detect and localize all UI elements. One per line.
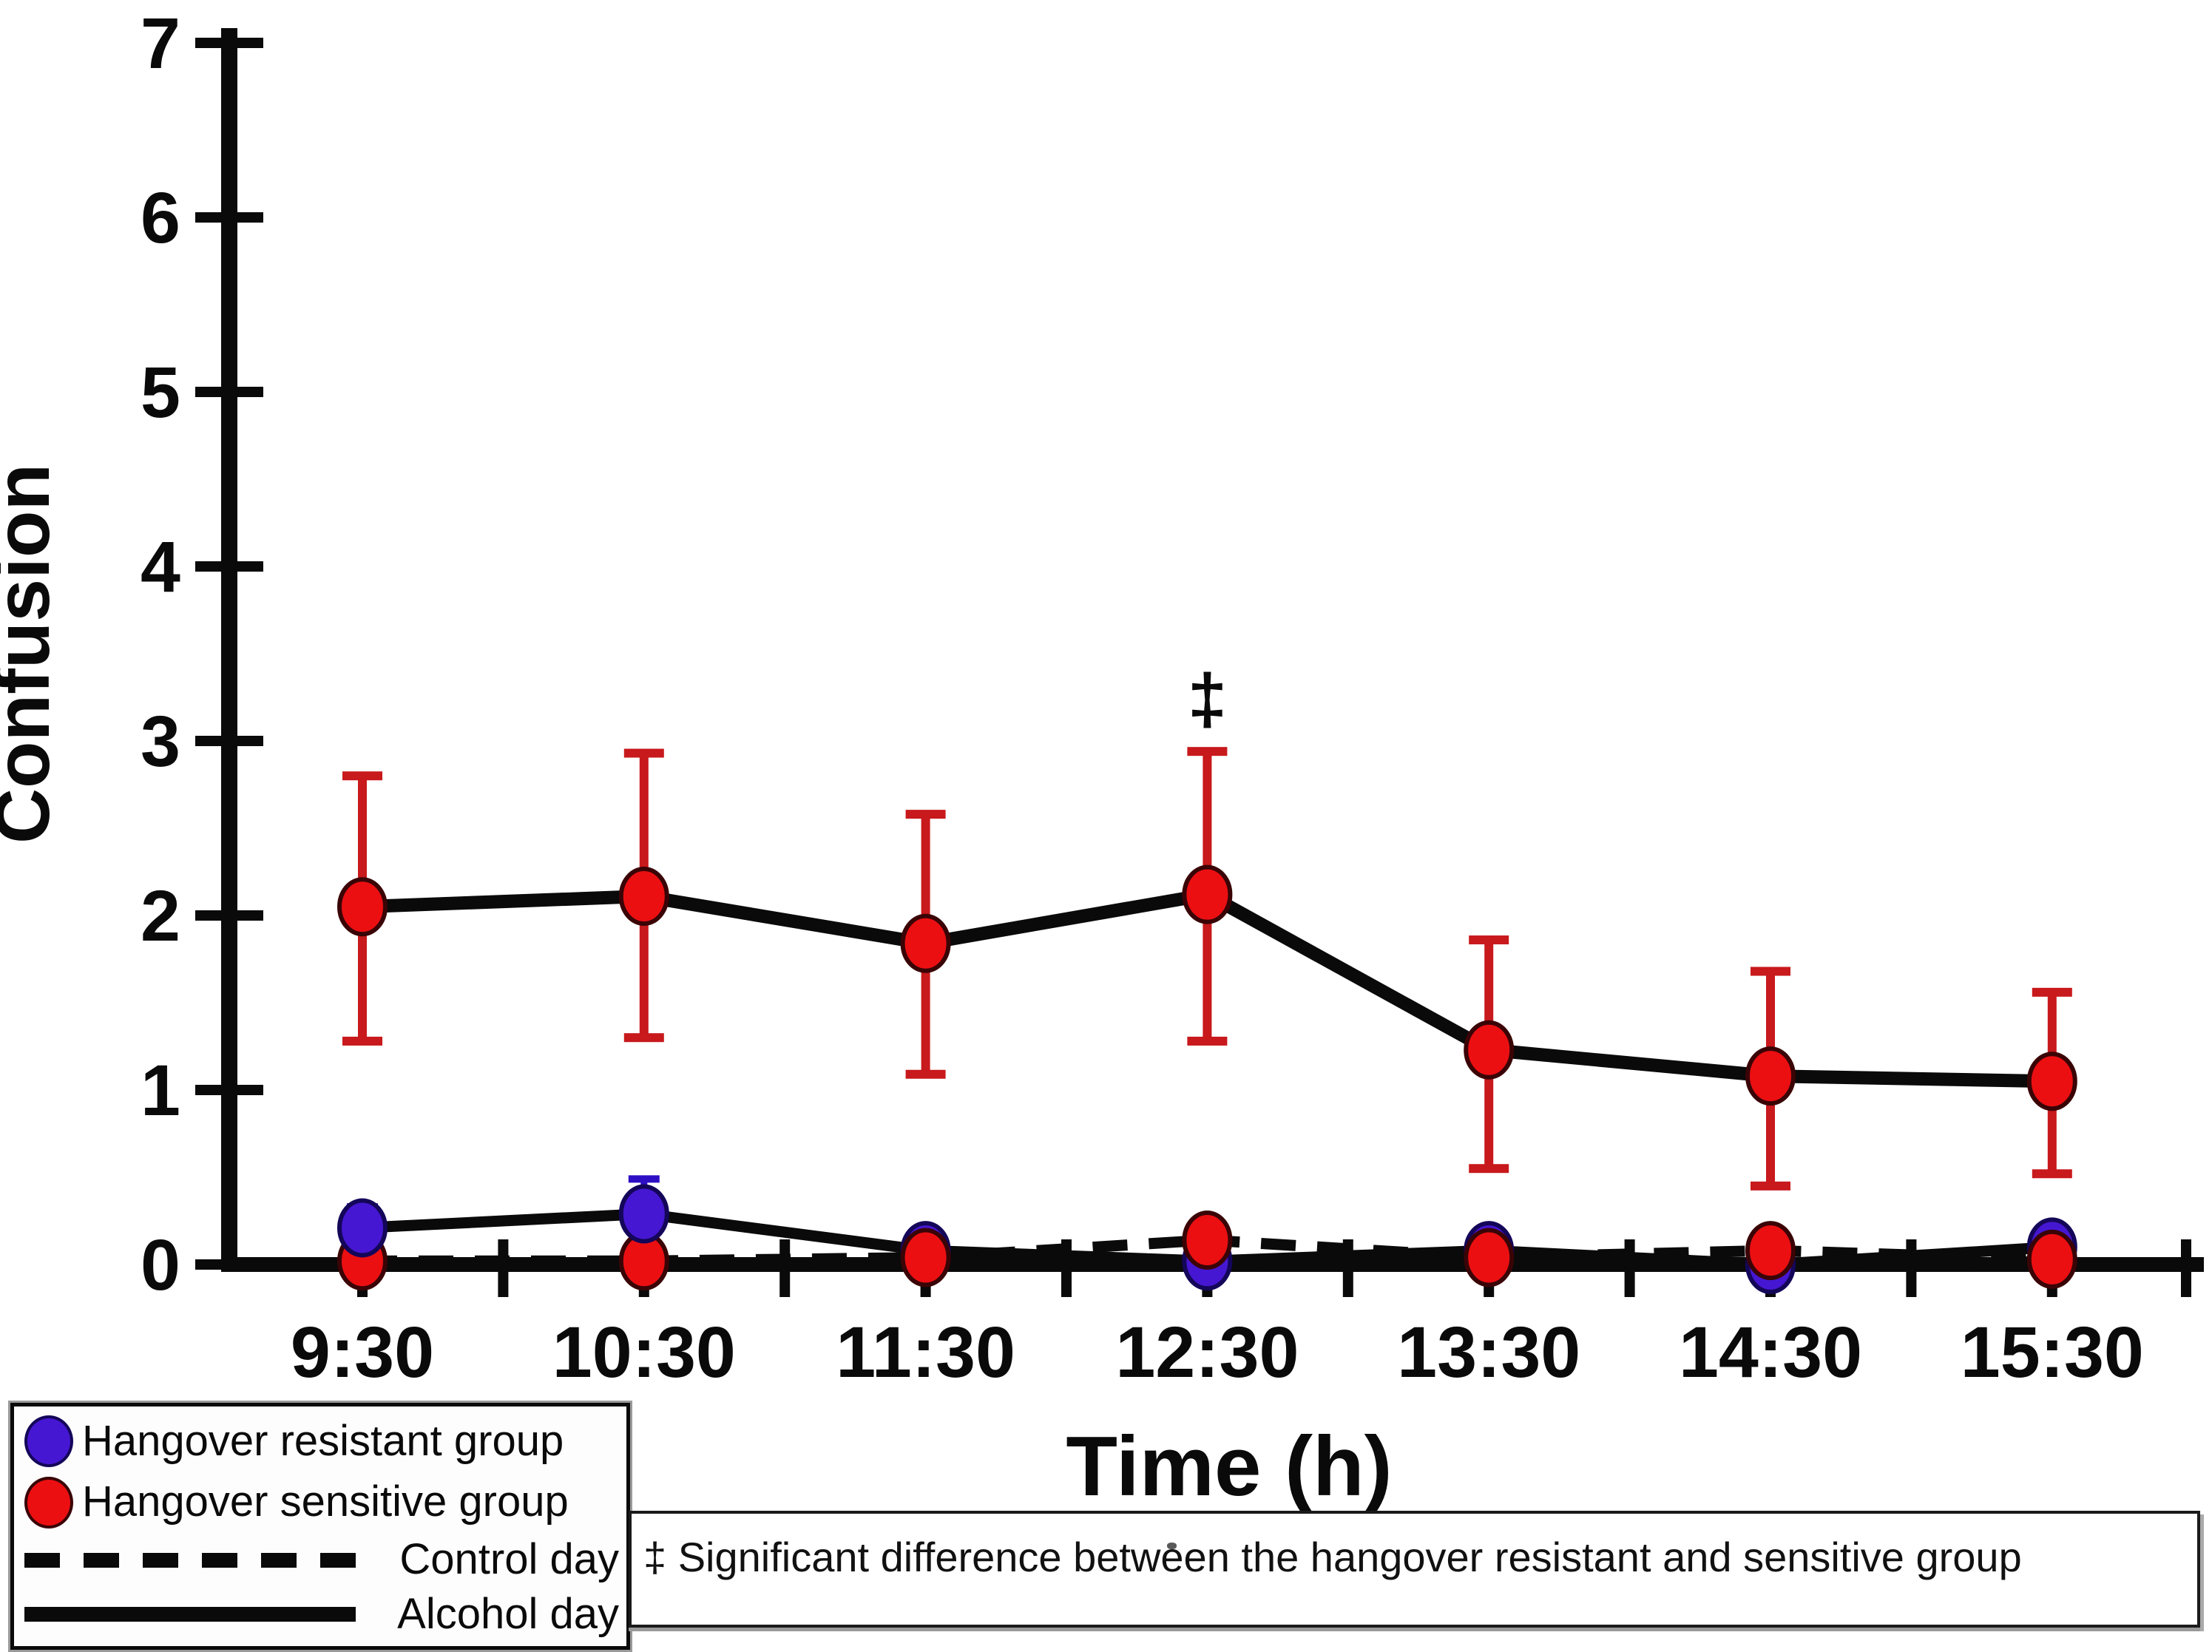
x-axis-minor-tick: [779, 1239, 791, 1297]
legend-box: Hangover resistant group Hangover sensit…: [8, 1401, 632, 1652]
sensitive-group-marker-icon: [24, 1476, 73, 1529]
error-bar-cap: [1187, 1036, 1228, 1046]
error-bar-cap: [1751, 1181, 1790, 1191]
data-point-sensitive: [1745, 1046, 1796, 1106]
x-tick-label: 12:30: [1115, 1312, 1299, 1392]
data-point-resistant: [618, 1184, 669, 1244]
error-bar-cap: [1187, 747, 1228, 756]
y-axis-tick: [195, 387, 263, 397]
error-bar-cap: [342, 1036, 382, 1046]
x-tick-label: 13:30: [1397, 1312, 1580, 1392]
y-axis-title: Confusion: [0, 464, 66, 844]
resistant-group-marker-icon: [24, 1415, 73, 1468]
data-point-resistant: [337, 1198, 388, 1258]
y-axis-tick: [195, 212, 263, 223]
y-tick-label: 6: [141, 177, 180, 258]
error-bar-cap: [1469, 935, 1509, 945]
data-point-sensitive: [618, 867, 669, 927]
x-axis-minor-tick: [1624, 1239, 1635, 1297]
data-point-sensitive: [1182, 1210, 1233, 1270]
data-point-sensitive: [900, 913, 951, 973]
x-tick-label: 10:30: [552, 1312, 736, 1392]
x-axis-end-tick: [2181, 1239, 2191, 1297]
data-point-sensitive: [900, 1228, 951, 1287]
data-point-sensitive: [1182, 864, 1233, 924]
legend-label: Alcohol day: [397, 1589, 619, 1638]
data-point-sensitive: [1464, 1228, 1515, 1287]
y-axis-line: [221, 28, 237, 1272]
y-tick-label: 0: [141, 1225, 180, 1305]
x-tick-label: 9:30: [291, 1312, 434, 1392]
error-bar-cap: [628, 1175, 660, 1183]
legend-label: Control day: [399, 1535, 619, 1584]
legend-item-resistant-group: Hangover resistant group: [24, 1415, 619, 1468]
y-axis-tick: [195, 561, 263, 572]
legend-label: Hangover sensitive group: [82, 1477, 569, 1526]
solid-line-icon: [24, 1607, 356, 1622]
error-bar-cap: [1751, 967, 1790, 976]
significance-note-box: ‡ Significant difference between the han…: [629, 1511, 2200, 1628]
error-bar-cap: [342, 771, 382, 781]
y-tick-label: 2: [141, 876, 180, 956]
y-tick-label: 4: [141, 527, 180, 607]
error-bar-cap: [623, 1033, 664, 1043]
significance-symbol: ‡: [1188, 660, 1227, 739]
error-bar-cap: [905, 1069, 946, 1079]
x-axis-minor-tick: [1906, 1239, 1917, 1297]
y-axis-tick: [195, 38, 263, 48]
stray-mark: [1167, 1543, 1177, 1549]
y-tick-label: 3: [141, 701, 180, 782]
data-point-sensitive: [1464, 1020, 1515, 1080]
significance-note-text: ‡ Significant difference between the han…: [643, 1534, 2022, 1580]
error-bar-cap: [1469, 1164, 1509, 1174]
x-tick-label: 14:30: [1679, 1312, 1862, 1392]
y-tick-label: 1: [141, 1050, 180, 1131]
y-axis-tick: [195, 1259, 263, 1270]
error-bar-cap: [905, 810, 946, 819]
x-axis-minor-tick: [498, 1239, 509, 1297]
y-axis-tick: [195, 910, 263, 921]
x-tick-label: 15:30: [1961, 1312, 2144, 1392]
legend-label: Hangover resistant group: [82, 1416, 564, 1465]
y-tick-label: 5: [141, 352, 180, 433]
legend-item-control-day: Control day: [24, 1537, 619, 1582]
x-axis-title: Time (h): [1066, 1420, 1392, 1514]
y-axis-tick: [195, 736, 263, 746]
data-point-sensitive: [337, 877, 388, 937]
data-point-sensitive: [1745, 1221, 1796, 1281]
data-point-sensitive: [2026, 1052, 2077, 1111]
legend-item-alcohol-day: Alcohol day: [24, 1589, 619, 1638]
x-tick-label: 11:30: [836, 1312, 1015, 1392]
data-point-sensitive: [2026, 1229, 2077, 1289]
error-bar-cap: [2032, 1169, 2072, 1179]
y-axis-tick: [195, 1085, 263, 1095]
legend-item-sensitive-group: Hangover sensitive group: [24, 1476, 619, 1529]
y-tick-label: 7: [141, 3, 180, 84]
dashed-line-icon: [24, 1552, 356, 1568]
error-bar-cap: [2032, 987, 2072, 997]
error-bar-cap: [623, 748, 664, 758]
